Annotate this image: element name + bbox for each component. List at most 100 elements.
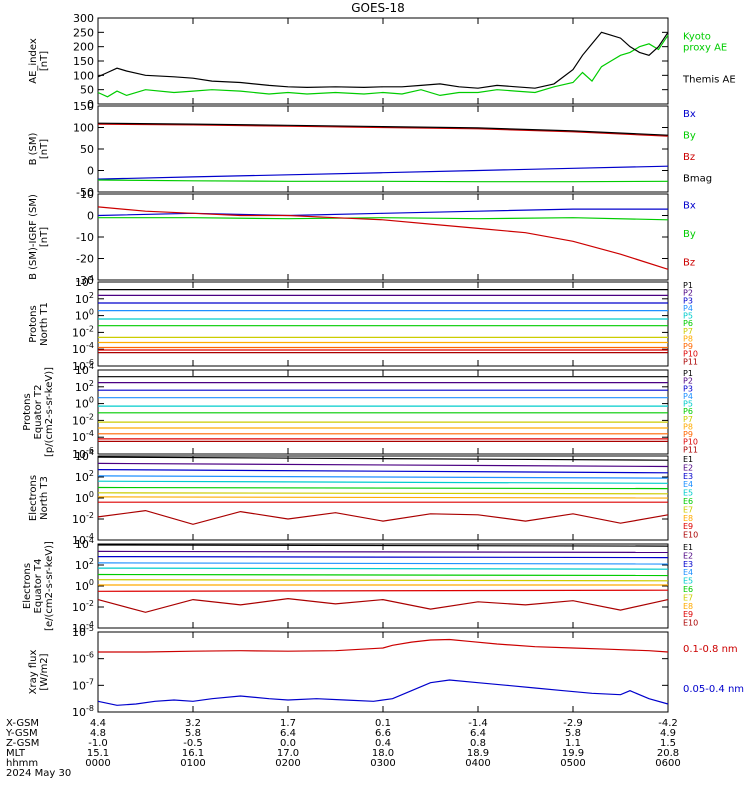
legend-entry: P9: [683, 430, 693, 439]
y-tick-label: 10: [80, 188, 94, 201]
legend-entry: Bx: [683, 200, 696, 211]
x-axis-value: 0000: [85, 758, 110, 769]
x-axis-value: 6.4: [280, 728, 296, 739]
x-axis-row-label: MLT: [6, 748, 26, 759]
legend-entry: E6: [683, 585, 693, 594]
y-tick-label: 10-4: [72, 341, 94, 356]
y-tick-label: -20: [76, 253, 94, 266]
x-axis-value: 18.9: [467, 748, 489, 759]
legend-entry: P4: [683, 304, 693, 313]
legend-entry: P10: [683, 350, 698, 359]
y-tick-label: 300: [73, 12, 94, 25]
legend-entry: E1: [683, 543, 693, 552]
legend-entry: E9: [683, 610, 693, 619]
panel-frame: [97, 281, 669, 367]
series-line: [97, 579, 669, 582]
y-axis-label: North T1: [39, 302, 50, 346]
y-tick-label: 100: [75, 396, 94, 411]
series-line: [97, 122, 669, 136]
y-tick-label: 100: [73, 122, 94, 135]
legend-entry: E7: [683, 593, 693, 602]
legend-entry: By: [683, 130, 696, 141]
series-line: [97, 573, 669, 577]
panel-bigrf: -30 -20 -10 0 10 B (SM)-IGRF (SM) [nT] Bx By Bz: [28, 188, 696, 287]
x-axis-value: 1.1: [565, 738, 581, 749]
y-axis-label: [W/m2]: [39, 653, 50, 690]
x-axis-value: 0.0: [280, 738, 296, 749]
legend-entry: E10: [683, 531, 698, 540]
legend-entry: Themis AE: [682, 75, 736, 86]
series-line: [97, 567, 669, 570]
y-tick-label: 102: [75, 291, 94, 306]
y-tick-label: 150: [73, 55, 94, 68]
y-tick-label: -50: [76, 186, 94, 199]
series-line: [97, 206, 669, 270]
y-tick-label: 102: [75, 469, 94, 484]
y-tick-label: 10-2: [72, 599, 94, 614]
x-axis-value: 1.5: [660, 738, 676, 749]
legend-entry: Kyoto: [683, 32, 711, 43]
legend-entry: E6: [683, 497, 693, 506]
x-axis-value: 0500: [560, 758, 585, 769]
legend-entry: P7: [683, 327, 693, 336]
x-axis-row-label: Z-GSM: [6, 738, 39, 749]
series-line: [97, 34, 669, 98]
x-axis-value: 0200: [275, 758, 300, 769]
legend-entry: Bmag: [683, 173, 712, 184]
legend-entry: E4: [683, 568, 693, 577]
series-line: [97, 562, 669, 565]
legend-entry: E10: [683, 619, 698, 628]
y-tick-label: 10-2: [72, 511, 94, 526]
date-label: 2024 May 30: [6, 768, 71, 779]
series-line: [97, 469, 669, 474]
y-tick-label: 10-7: [72, 677, 94, 692]
y-tick-label: 0: [87, 98, 94, 111]
y-tick-label: 0: [87, 165, 94, 178]
legend-entry: P11: [683, 445, 698, 454]
y-tick-label: -10: [76, 231, 94, 244]
y-tick-label: 10-5: [72, 624, 94, 639]
y-tick-label: 0: [87, 210, 94, 223]
legend-entry: P8: [683, 334, 693, 343]
legend-entry: E3: [683, 560, 693, 569]
series-line: [97, 456, 669, 461]
x-axis-value: 0300: [370, 758, 395, 769]
panel-frame: [97, 193, 669, 281]
series-line: [97, 123, 669, 137]
y-axis-label: [e/(cm2-s-sr-keV)]: [44, 541, 55, 631]
x-axis-value: -1.4: [468, 718, 488, 729]
y-tick-label: 50: [80, 84, 94, 97]
y-axis-label: B (SM): [28, 132, 39, 165]
panel-xray: 10-8 10-7 10-6 10-5 Xray flux [W/m2] 0.1-0.8 n…: [28, 624, 744, 719]
chart-title: GOES-18: [351, 1, 405, 15]
series-line: [97, 550, 669, 553]
legend-entry: E3: [683, 472, 693, 481]
y-axis-label: [nT]: [39, 51, 50, 71]
series-line: [97, 486, 669, 490]
x-axis-value: 1.7: [280, 718, 296, 729]
series-line: [97, 480, 669, 484]
x-axis-value: 17.0: [277, 748, 299, 759]
y-axis-label: Xray flux: [28, 650, 39, 695]
y-tick-label: 10-2: [72, 412, 94, 427]
legend-entry: P2: [683, 289, 693, 298]
x-axis-value: 4.9: [660, 728, 676, 739]
legend-entry: 0.1-0.8 nm: [683, 644, 738, 655]
series-line: [97, 679, 669, 706]
y-tick-label: 250: [73, 26, 94, 39]
legend-entry: P1: [683, 281, 693, 290]
legend-entry: P5: [683, 312, 693, 321]
legend-entry: E5: [683, 577, 693, 586]
x-axis-value: 3.2: [185, 718, 201, 729]
legend-entry: P6: [683, 319, 693, 328]
legend-entry: Bx: [683, 109, 696, 120]
legend-entry: E5: [683, 489, 693, 498]
y-tick-label: 150: [73, 100, 94, 113]
x-axis-value: 0.1: [375, 718, 391, 729]
x-axis-value: 15.1: [87, 748, 109, 759]
y-tick-label: 10-6: [72, 651, 94, 666]
